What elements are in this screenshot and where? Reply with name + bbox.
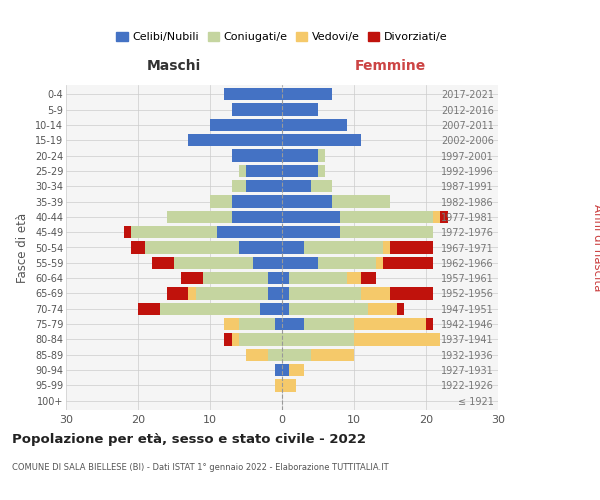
Bar — [167, 287, 188, 300]
Bar — [433, 210, 440, 223]
Bar — [282, 302, 289, 315]
Bar — [210, 195, 232, 208]
Bar — [282, 88, 332, 101]
Bar — [239, 318, 275, 330]
Bar — [282, 364, 289, 376]
Bar — [282, 333, 354, 346]
Bar — [368, 302, 397, 315]
Bar — [282, 164, 318, 177]
Bar — [354, 333, 440, 346]
Text: COMUNE DI SALA BIELLESE (BI) - Dati ISTAT 1° gennaio 2022 - Elaborazione TUTTITA: COMUNE DI SALA BIELLESE (BI) - Dati ISTA… — [12, 462, 389, 471]
Bar — [160, 302, 260, 315]
Bar — [289, 287, 361, 300]
Bar — [282, 272, 289, 284]
Bar — [275, 364, 282, 376]
Bar — [232, 333, 239, 346]
Bar — [152, 256, 174, 269]
Text: Maschi: Maschi — [147, 58, 201, 72]
Bar — [246, 180, 282, 192]
Bar — [340, 226, 433, 238]
Bar — [239, 164, 246, 177]
Bar — [361, 272, 376, 284]
Bar — [181, 272, 203, 284]
Bar — [232, 180, 246, 192]
Bar — [318, 149, 325, 162]
Bar — [275, 379, 282, 392]
Text: Femmine: Femmine — [355, 58, 425, 72]
Bar — [289, 364, 304, 376]
Bar — [224, 318, 239, 330]
Bar — [203, 272, 268, 284]
Bar — [282, 287, 289, 300]
Bar — [282, 149, 318, 162]
Bar — [224, 88, 282, 101]
Bar — [145, 241, 239, 254]
Bar — [282, 118, 347, 131]
Bar — [397, 302, 404, 315]
Bar — [304, 318, 354, 330]
Bar — [246, 164, 282, 177]
Bar — [282, 379, 296, 392]
Bar — [354, 318, 426, 330]
Y-axis label: Fasce di età: Fasce di età — [16, 212, 29, 282]
Bar — [275, 318, 282, 330]
Bar — [282, 318, 304, 330]
Bar — [282, 180, 311, 192]
Bar — [268, 287, 282, 300]
Bar — [390, 241, 433, 254]
Bar — [282, 210, 340, 223]
Bar — [232, 103, 282, 116]
Bar — [390, 287, 433, 300]
Bar — [361, 287, 390, 300]
Bar — [426, 318, 433, 330]
Bar — [282, 226, 340, 238]
Text: Anni di nascita: Anni di nascita — [590, 204, 600, 291]
Bar — [376, 256, 383, 269]
Bar — [282, 195, 332, 208]
Bar — [260, 302, 282, 315]
Bar — [253, 256, 282, 269]
Bar — [383, 241, 390, 254]
Bar — [282, 103, 318, 116]
Bar — [383, 256, 433, 269]
Bar — [304, 241, 383, 254]
Bar — [131, 241, 145, 254]
Bar — [289, 272, 347, 284]
Bar — [217, 226, 282, 238]
Bar — [440, 210, 448, 223]
Bar — [188, 287, 196, 300]
Bar — [311, 180, 332, 192]
Bar — [188, 134, 282, 146]
Bar — [282, 348, 311, 361]
Text: Popolazione per età, sesso e stato civile - 2022: Popolazione per età, sesso e stato civil… — [12, 432, 366, 446]
Bar — [311, 348, 354, 361]
Bar — [138, 302, 160, 315]
Bar — [239, 333, 282, 346]
Bar — [268, 348, 282, 361]
Bar — [232, 210, 282, 223]
Bar — [210, 118, 282, 131]
Legend: Celibi/Nubili, Coniugati/e, Vedovi/e, Divorziati/e: Celibi/Nubili, Coniugati/e, Vedovi/e, Di… — [112, 28, 452, 47]
Bar — [318, 164, 325, 177]
Bar — [131, 226, 217, 238]
Bar — [289, 302, 368, 315]
Bar — [347, 272, 361, 284]
Bar — [224, 333, 232, 346]
Bar — [232, 195, 282, 208]
Bar — [174, 256, 253, 269]
Bar — [167, 210, 232, 223]
Bar — [332, 195, 390, 208]
Bar — [196, 287, 268, 300]
Bar — [282, 134, 361, 146]
Bar — [246, 348, 268, 361]
Bar — [124, 226, 131, 238]
Bar — [268, 272, 282, 284]
Bar — [239, 241, 282, 254]
Bar — [232, 149, 282, 162]
Bar — [282, 256, 318, 269]
Bar — [318, 256, 376, 269]
Bar — [340, 210, 433, 223]
Bar — [282, 241, 304, 254]
